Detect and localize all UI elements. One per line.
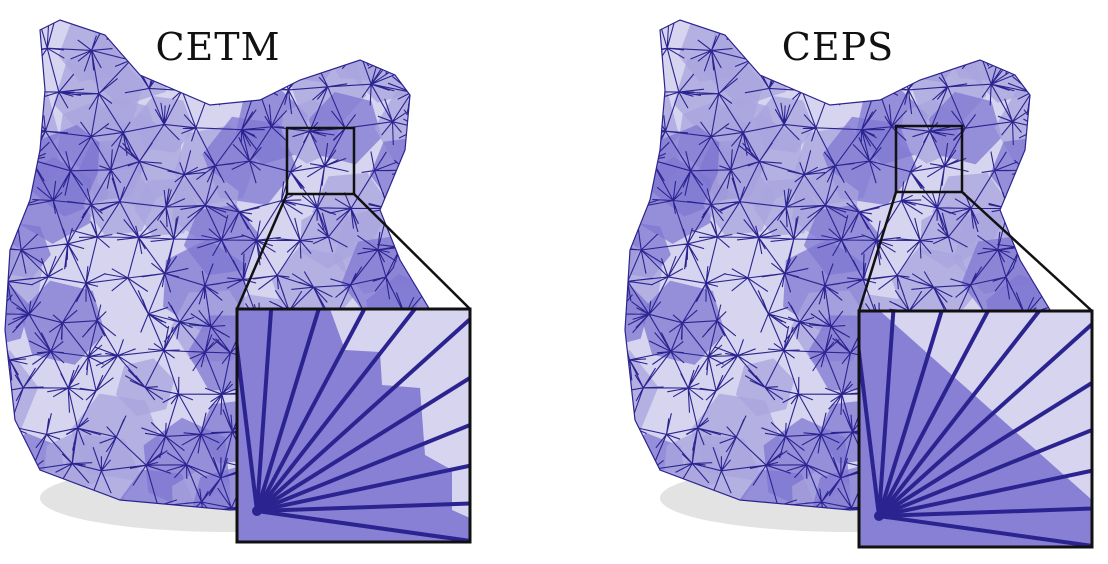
- inset-vertex: [874, 511, 884, 521]
- inset-edge-ray: [877, 311, 991, 517]
- inset-edge-ray: [256, 463, 470, 513]
- inset-edge-ray: [256, 501, 470, 513]
- shade-patch: [625, 280, 650, 348]
- inset-edge-ray: [878, 506, 1092, 518]
- zoom-inset: [857, 309, 1094, 549]
- zoom-connector-right: [961, 191, 1093, 312]
- inset-edge-ray: [255, 375, 470, 513]
- zoom-inset: [235, 307, 472, 544]
- inset-edges: [859, 311, 1092, 547]
- zoom-box: [894, 124, 964, 194]
- shade-patch: [625, 436, 639, 510]
- shade-patch: [418, 20, 440, 54]
- zoom-connector-left: [235, 193, 289, 310]
- shade-patch: [910, 20, 987, 50]
- inset-edge-ray: [255, 309, 418, 513]
- zoom-box: [285, 126, 356, 196]
- inset-edge-ray: [255, 309, 321, 512]
- panel-cetm: CETM: [4, 19, 472, 544]
- inset-edge-ray: [256, 422, 470, 513]
- panel-title: CEPS: [782, 25, 894, 69]
- inset-edge-ray: [878, 468, 1092, 518]
- inset-border: [857, 309, 1094, 549]
- shade-patch: [5, 436, 19, 510]
- inset-edge-ray: [256, 509, 470, 542]
- shade-patch: [956, 20, 1035, 46]
- panel-ceps: CEPS: [624, 19, 1094, 549]
- inset-edge-ray: [877, 311, 944, 517]
- inset-edge-ray: [877, 380, 1092, 518]
- inset-edge-ray: [878, 514, 1092, 547]
- shade-patch: [401, 125, 440, 194]
- inset-edge-ray: [877, 321, 1092, 518]
- inset-edge-ray: [255, 316, 470, 513]
- inset-edges: [237, 309, 470, 542]
- inset-vertex: [252, 506, 262, 516]
- inset-edge-ray: [859, 336, 881, 517]
- zoom-connector-right: [353, 193, 471, 310]
- shade-patch: [625, 133, 644, 188]
- shade-patch: [422, 160, 440, 244]
- shade-patch: [1038, 20, 1060, 54]
- shade-patch: [336, 20, 415, 46]
- shade-patch: [1050, 94, 1060, 162]
- panel-title: CETM: [155, 25, 280, 69]
- inset-edge-ray: [878, 427, 1092, 518]
- shade-patch: [5, 133, 24, 188]
- shade-patch: [290, 20, 367, 50]
- inset-edge-ray: [237, 331, 259, 512]
- shade-patch: [625, 20, 649, 60]
- shade-patch: [1044, 248, 1060, 320]
- shade-patch: [430, 94, 440, 162]
- inset-edge-ray: [255, 309, 367, 512]
- shade-patch: [1042, 160, 1060, 244]
- zoom-connector-left: [857, 191, 898, 312]
- inset-edge-ray: [877, 311, 1042, 518]
- inset-border: [235, 307, 472, 544]
- inset-edge-ray: [877, 311, 896, 517]
- shade-patch: [5, 20, 29, 60]
- shade-patch: [5, 280, 30, 348]
- inset-edge-ray: [255, 309, 274, 512]
- shade-patch: [1021, 125, 1060, 194]
